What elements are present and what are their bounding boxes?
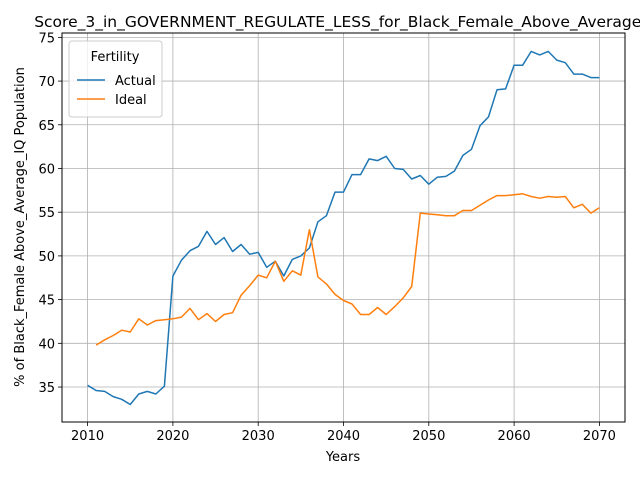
y-tick-label: 60	[38, 162, 55, 177]
x-tick-label: 2050	[412, 429, 445, 444]
y-tick-label: 65	[38, 119, 55, 134]
y-tick-label: 45	[38, 294, 55, 309]
x-tick-label: 2030	[242, 429, 275, 444]
legend-title: Fertility	[91, 50, 140, 65]
y-tick-label: 40	[38, 337, 55, 352]
series-line-ideal	[95, 193, 600, 346]
x-tick-label: 2070	[583, 429, 616, 444]
series-line-actual	[87, 50, 600, 406]
x-axis: 2010 2020 2030 2040 2050 2060 2070	[71, 422, 616, 444]
series-layer	[87, 50, 600, 406]
legend-label-ideal: Ideal	[115, 93, 147, 108]
y-tick-label: 75	[38, 31, 55, 46]
y-tick-label: 70	[38, 75, 55, 90]
chart-title: Score_3_in_GOVERNMENT_REGULATE_LESS_for_…	[34, 13, 640, 32]
y-tick-label: 35	[38, 381, 55, 396]
x-tick-label: 2020	[156, 429, 189, 444]
x-tick-label: 2040	[327, 429, 360, 444]
legend-box	[68, 40, 163, 118]
y-axis-title: % of Black_Female Above_Average_IQ Popul…	[13, 67, 28, 387]
x-tick-label: 2010	[71, 429, 104, 444]
y-axis: 35 40 45 50 55 60 65 70 75	[38, 31, 62, 396]
y-tick-label: 50	[38, 250, 55, 265]
x-axis-title: Years	[325, 450, 361, 465]
grid	[62, 33, 625, 422]
x-tick-label: 2060	[498, 429, 531, 444]
legend: Fertility Actual Ideal	[68, 40, 163, 118]
legend-label-actual: Actual	[115, 74, 156, 89]
y-tick-label: 55	[38, 206, 55, 221]
